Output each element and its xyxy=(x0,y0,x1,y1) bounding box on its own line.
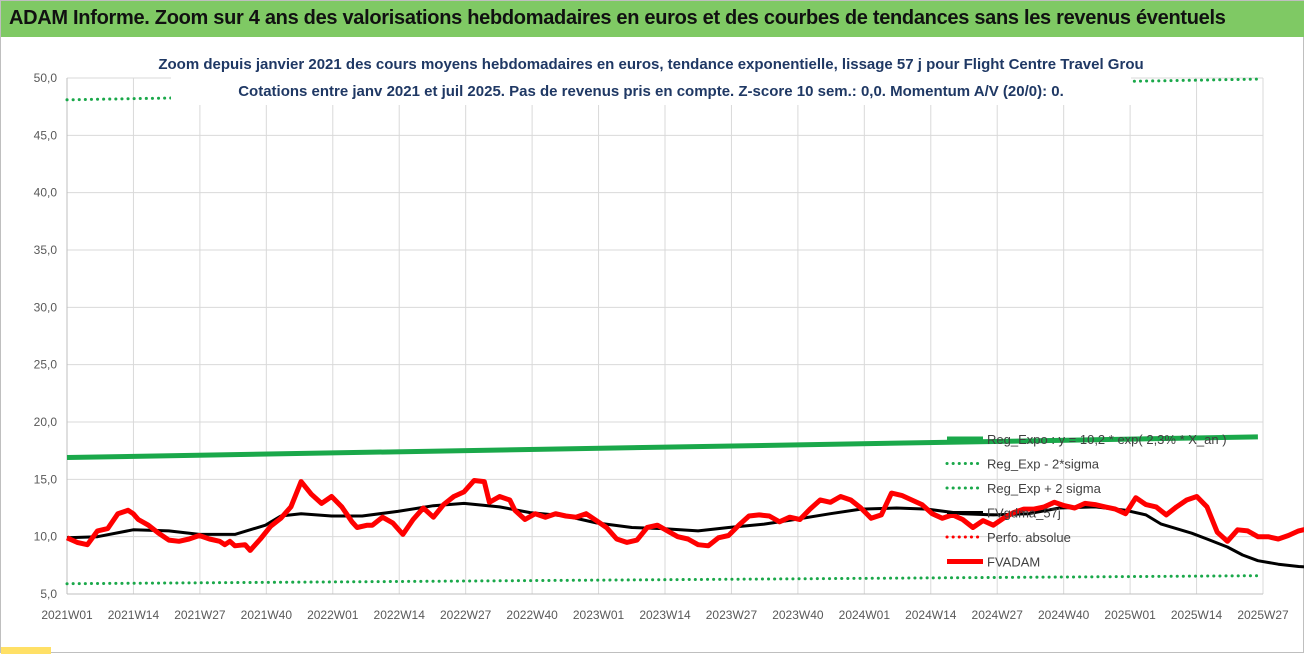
x-tick-label: 2023W40 xyxy=(772,608,824,622)
x-tick-label: 2024W40 xyxy=(1038,608,1090,622)
x-tick-label: 2023W14 xyxy=(639,608,691,622)
legend-label: Perfo. absolue xyxy=(987,530,1071,545)
x-tick-label: 2021W27 xyxy=(174,608,226,622)
report-title: ADAM Informe. Zoom sur 4 ans des valoris… xyxy=(9,7,1226,29)
series-line-reg-expo-y-10-2-exp-2-3-x-an xyxy=(66,434,1258,460)
x-tick-label: 2023W01 xyxy=(573,608,625,622)
chart-title-line-1: Zoom depuis janvier 2021 des cours moyen… xyxy=(158,56,1143,73)
corner-accent xyxy=(1,647,51,654)
x-tick-label: 2022W40 xyxy=(506,608,558,622)
y-tick-label: 15,0 xyxy=(34,472,58,486)
y-tick-label: 10,0 xyxy=(34,530,58,544)
legend: Reg_Expo : y = 10,2 * exp( 2,3% * X_an )… xyxy=(945,432,1227,570)
gridlines xyxy=(66,77,1264,595)
y-tick-label: 30,0 xyxy=(34,300,58,314)
x-tick-label: 2024W14 xyxy=(905,608,957,622)
series-line-reg-exp-2-sigma xyxy=(65,574,1260,586)
x-tick-label: 2022W14 xyxy=(374,608,426,622)
legend-label: Reg_Expo : y = 10,2 * exp( 2,3% * X_an ) xyxy=(987,432,1227,447)
legend-label: Reg_Exp - 2*sigma xyxy=(987,457,1100,472)
axes: 5,0 10,0 15,0 20,0 25,0 30,0 35,0 40,0 45,0 50,0 2… xyxy=(34,71,1289,622)
x-tick-label: 2025W01 xyxy=(1104,608,1156,622)
x-tick-label: 2025W14 xyxy=(1171,608,1223,622)
y-tick-label: 50,0 xyxy=(34,71,58,85)
x-tick-label: 2021W01 xyxy=(41,608,93,622)
y-tick-label: 35,0 xyxy=(34,243,58,257)
x-tick-label: 2021W40 xyxy=(241,608,293,622)
legend-label: FVADAM xyxy=(987,555,1040,570)
x-tick-label: 2021W14 xyxy=(108,608,160,622)
report-banner: ADAM Informe. Zoom sur 4 ans des valoris… xyxy=(1,1,1304,37)
y-tick-label: 45,0 xyxy=(34,128,58,142)
chart-title: Zoom depuis janvier 2021 des cours moyen… xyxy=(158,49,1144,105)
series-line-fvadam xyxy=(65,478,1304,553)
x-tick-label: 2024W01 xyxy=(839,608,891,622)
chart-title-line-2: Cotations entre janv 2021 et juil 2025. … xyxy=(238,83,1064,100)
x-tick-label: 2024W27 xyxy=(972,608,1024,622)
legend-label: FVgdma_57j xyxy=(987,506,1061,521)
y-tick-label: 40,0 xyxy=(34,186,58,200)
title-background xyxy=(171,49,1131,105)
y-tick-label: 20,0 xyxy=(34,415,58,429)
x-tick-label: 2022W27 xyxy=(440,608,492,622)
y-tick-label: 25,0 xyxy=(34,358,58,372)
y-tick-label: 5,0 xyxy=(40,587,57,601)
series-layer xyxy=(65,77,1304,586)
x-tick-label: 2023W27 xyxy=(706,608,758,622)
x-tick-label: 2022W01 xyxy=(307,608,359,622)
x-tick-label: 2025W27 xyxy=(1237,608,1289,622)
legend-label: Reg_Exp + 2 sigma xyxy=(987,481,1102,496)
